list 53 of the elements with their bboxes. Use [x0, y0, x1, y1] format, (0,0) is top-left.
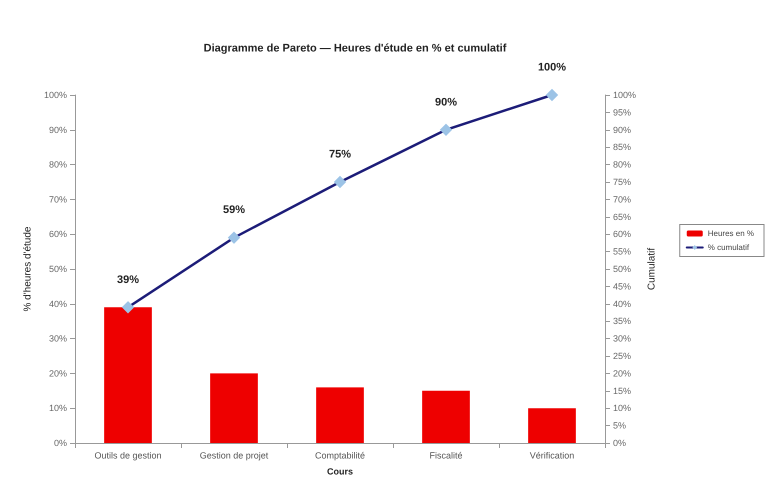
- y2-axis-title: Cumulatif: [646, 248, 658, 290]
- y-axis-title: % d'heures d'étude: [22, 226, 34, 312]
- y2-tick-label: 40%: [613, 298, 632, 309]
- y2-tick-label: 60%: [613, 229, 632, 240]
- bar: [316, 387, 364, 443]
- y2-tick-label: 45%: [613, 281, 632, 292]
- x-tick-label: Outils de gestion: [94, 450, 162, 460]
- y2-tick-label: 15%: [613, 386, 632, 396]
- legend-label: % cumulatif: [708, 243, 750, 252]
- y2-tick-label: 50%: [613, 264, 632, 274]
- bar: [104, 307, 152, 443]
- y2-tick-label: 90%: [613, 124, 632, 135]
- y2-tick-label: 55%: [613, 246, 632, 257]
- x-axis-title: Cours: [326, 466, 354, 476]
- y-tick-label: 0%: [54, 438, 67, 448]
- data-label: 75%: [328, 148, 352, 160]
- y2-tick-label: 10%: [613, 403, 632, 414]
- y2-tick-label: 20%: [613, 368, 632, 378]
- y-tick-label: 10%: [48, 403, 67, 414]
- y2-tick-label: 95%: [613, 107, 632, 118]
- y-tick-label: 60%: [48, 229, 67, 240]
- bar: [422, 390, 470, 443]
- x-tick-label: Gestion de projet: [200, 450, 269, 460]
- y2-tick-label: 0%: [613, 438, 626, 448]
- y2-tick-label: 75%: [613, 177, 632, 187]
- x-tick-label: Fiscalité: [429, 450, 463, 460]
- y2-tick-label: 85%: [613, 142, 632, 152]
- data-label: 39%: [116, 274, 140, 286]
- y2-tick-label: 80%: [613, 160, 632, 170]
- y2-tick-label: 65%: [613, 212, 632, 222]
- x-tick-label: Vérification: [530, 450, 574, 460]
- y-tick-label: 20%: [48, 368, 67, 378]
- y2-tick-label: 5%: [613, 420, 626, 431]
- data-label: 59%: [222, 204, 246, 216]
- y2-tick-label: 35%: [613, 316, 632, 326]
- y-tick-label: 40%: [48, 298, 67, 309]
- y-tick-label: 80%: [48, 160, 67, 170]
- y2-tick-label: 70%: [613, 194, 632, 204]
- y-tick-label: 50%: [48, 264, 67, 274]
- y-tick-label: 100%: [44, 90, 67, 100]
- y-tick-label: 70%: [48, 194, 67, 204]
- chart-title: Diagramme de Pareto — Heures d'étude en % et cumulatif: [204, 42, 507, 54]
- y2-tick-label: 30%: [613, 334, 632, 344]
- data-label: 90%: [434, 96, 458, 108]
- bar: [528, 408, 576, 443]
- data-label: 100%: [538, 62, 566, 74]
- y-tick-label: 90%: [48, 124, 67, 135]
- legend-label: Heures en %: [708, 229, 754, 238]
- x-tick-label: Comptabilité: [314, 450, 366, 460]
- y2-tick-label: 100%: [613, 90, 636, 100]
- bar: [210, 373, 258, 443]
- y-tick-label: 30%: [48, 334, 67, 344]
- y2-tick-label: 25%: [613, 351, 632, 361]
